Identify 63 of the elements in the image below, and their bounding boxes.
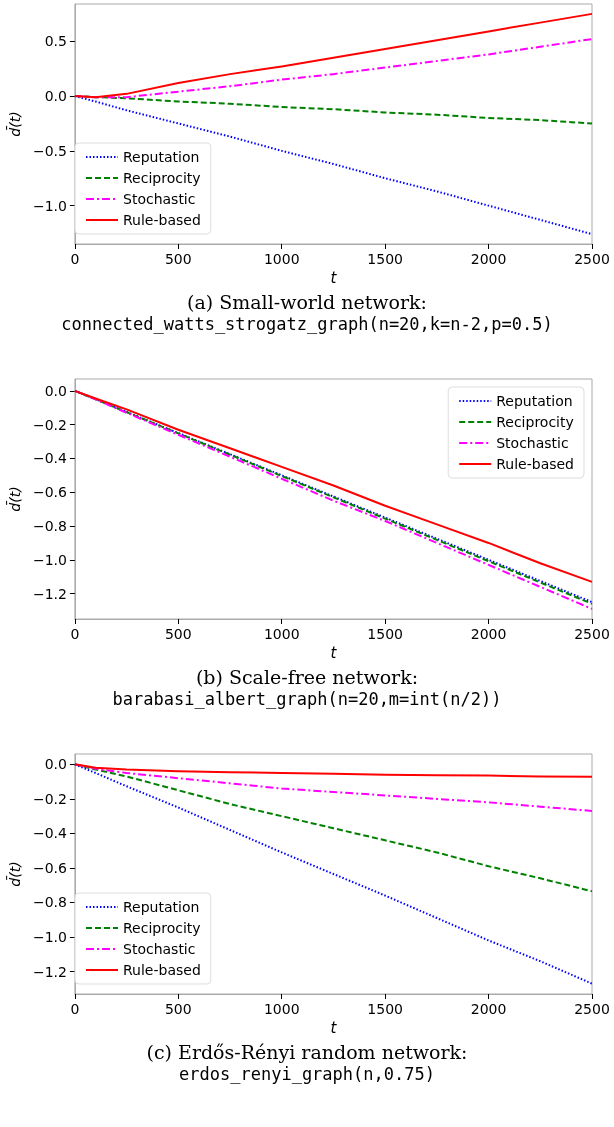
legend-label: Rule-based (123, 212, 201, 228)
legend-label: Stochastic (496, 435, 569, 451)
x-tick-label: 0 (70, 1001, 80, 1017)
x-tick-label: 1000 (263, 251, 300, 267)
y-tick-label: −0.8 (32, 518, 67, 535)
x-axis-title: t (330, 644, 338, 663)
x-axis-title: t (330, 269, 338, 288)
legend-label: Stochastic (123, 191, 196, 207)
y-tick-label: −0.2 (32, 790, 67, 807)
x-tick-label: 2500 (574, 251, 610, 267)
x-tick-label: 1500 (367, 626, 403, 642)
y-tick-label: −0.6 (32, 859, 67, 876)
legend-label: Reputation (496, 393, 573, 409)
text: (b) Scale-free network: (195, 665, 419, 688)
y-tick-label: −0.4 (32, 825, 67, 842)
y-axis-title: d̄(t) (6, 111, 23, 137)
line-series (73, 763, 593, 893)
x-tick-label: 2000 (470, 1001, 507, 1017)
text: connected_watts_strogatz_graph(n=20,k=n-2,p=0.5) (61, 313, 553, 334)
x-tick-label: 1500 (367, 1001, 403, 1017)
y-tick-label: −0.2 (32, 416, 67, 433)
y-tick-label: 0.0 (44, 756, 67, 773)
y-tick-label: −0.6 (32, 484, 67, 501)
line-series (73, 763, 593, 778)
y-tick-label: −0.8 (32, 894, 67, 911)
y-tick-label: −1.0 (32, 197, 67, 214)
x-tick-label: 500 (164, 1001, 192, 1017)
legend-label: Reputation (123, 899, 200, 915)
y-tick-label: 0.5 (44, 33, 67, 50)
y-tick-label: −1.0 (32, 551, 67, 568)
x-tick-label: 1000 (263, 1001, 300, 1017)
y-tick-label: −1.2 (32, 585, 67, 602)
x-tick-label: 0 (70, 626, 80, 642)
x-tick-label: 2500 (574, 626, 610, 642)
x-tick-label: 500 (164, 251, 192, 267)
line-series (73, 12, 593, 99)
legend-label: Rule-based (123, 962, 201, 978)
x-tick-label: 500 (164, 626, 192, 642)
text: (a) Small-world network: (186, 290, 428, 313)
text: erdos_renyi_graph(n,0.75) (179, 1063, 435, 1084)
x-axis-title: t (330, 1019, 338, 1038)
x-tick-label: 2000 (470, 251, 507, 267)
x-tick-label: 1000 (263, 626, 300, 642)
legend-label: Reciprocity (123, 920, 201, 936)
x-tick-label: 2500 (574, 1001, 610, 1017)
x-tick-label: 1500 (367, 251, 403, 267)
x-tick-label: 0 (70, 251, 80, 267)
legend-label: Reputation (123, 149, 200, 165)
legend-label: Stochastic (123, 941, 196, 957)
x-tick-label: 2000 (470, 626, 507, 642)
legend-label: Reciprocity (123, 170, 201, 186)
y-tick-label: −0.5 (32, 142, 67, 159)
text: barabasi_albert_graph(n=20,m=int(n/2)) (112, 688, 502, 709)
y-axis-title: d̄(t) (6, 486, 23, 512)
legend-label: Rule-based (496, 456, 575, 472)
y-tick-label: −1.2 (32, 963, 67, 980)
y-axis-title: d̄(t) (6, 861, 23, 887)
y-tick-label: 0.0 (44, 382, 67, 399)
legend-label: Reciprocity (496, 414, 574, 430)
text: (c) Erdős-Rényi random network: (146, 1040, 468, 1063)
y-tick-label: −1.0 (32, 929, 67, 946)
y-tick-label: −0.4 (32, 450, 67, 467)
y-tick-label: 0.0 (44, 88, 67, 105)
